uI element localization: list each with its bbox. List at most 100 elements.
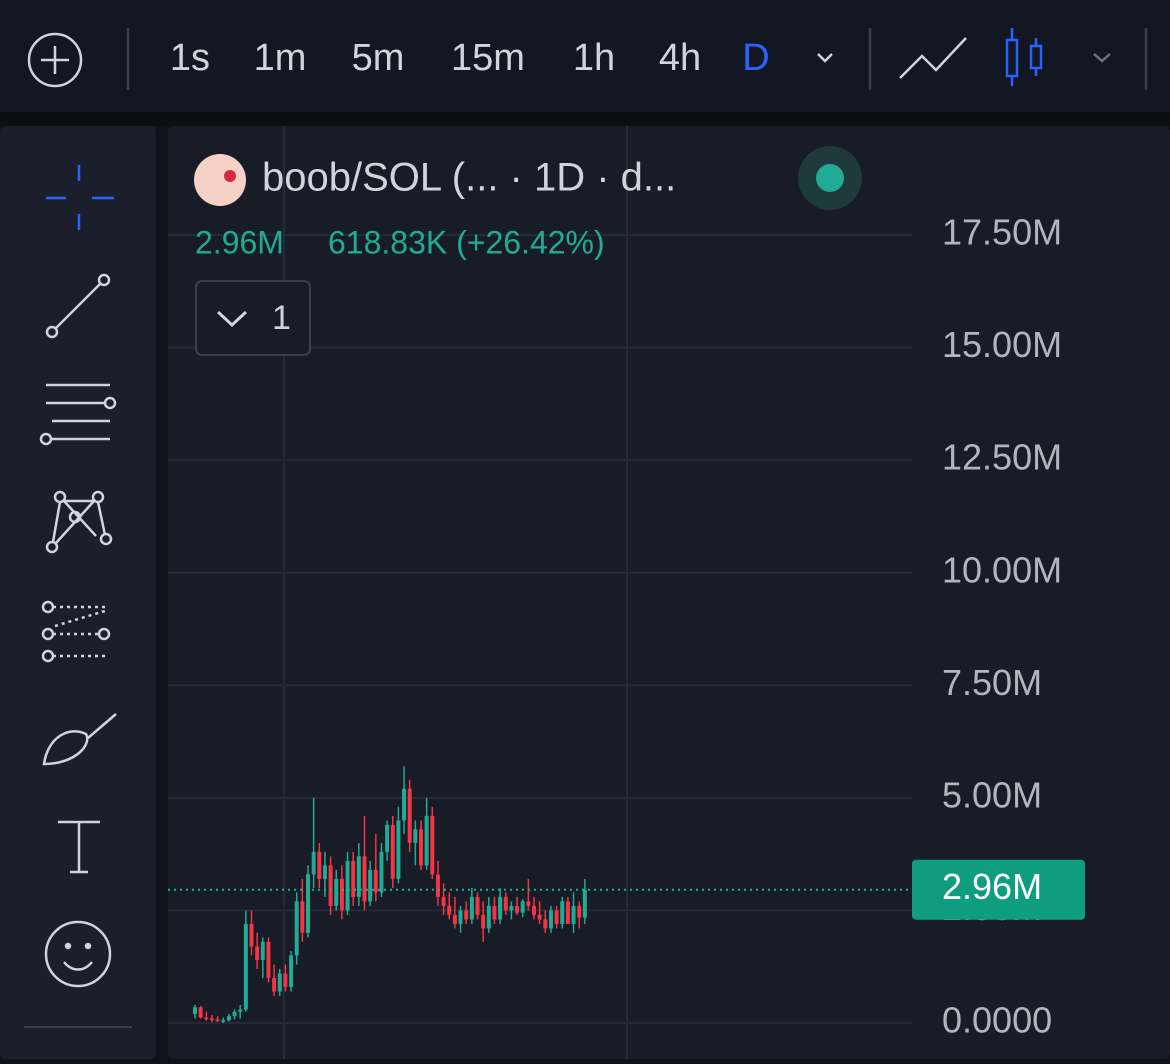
token-icon: [194, 154, 246, 206]
candle-body: [306, 874, 310, 933]
interval-button[interactable]: 1m: [254, 37, 307, 79]
candle-body: [475, 896, 480, 915]
candle-body: [407, 788, 412, 843]
candle-body: [328, 865, 333, 906]
candle-body: [289, 955, 294, 987]
candle-body: [198, 1007, 203, 1018]
chart-type-dropdown[interactable]: [1093, 53, 1111, 63]
chevron: [216, 310, 248, 328]
candle-body: [345, 860, 350, 911]
candle-body: [481, 914, 486, 929]
candle-body: [486, 905, 491, 929]
candle-body: [249, 923, 254, 947]
candle-body: [266, 941, 271, 978]
candle-body: [424, 815, 429, 866]
candle-body: [193, 1007, 197, 1014]
candle-body: [413, 829, 418, 843]
candle-body: [232, 1011, 237, 1017]
indicators-toggle[interactable]: [195, 280, 311, 356]
candle-body: [238, 1009, 243, 1012]
candle-body: [390, 824, 395, 879]
candle-body: [351, 860, 356, 897]
candle-body: [385, 824, 390, 852]
y-tick-label: 12.50M: [942, 437, 1062, 478]
candle-body: [272, 977, 277, 992]
candle-body: [537, 914, 542, 920]
last-price-label: 2.96M: [942, 866, 1042, 907]
last-price-tag: [912, 859, 1085, 920]
candle-body: [532, 905, 536, 915]
drawing-tools: [24, 165, 132, 1028]
candle-body: [255, 946, 260, 960]
candle-body: [543, 919, 548, 929]
candle-body: [458, 910, 463, 924]
candle-body: [419, 829, 423, 866]
candle-body: [215, 1019, 220, 1021]
candle-body: [515, 905, 520, 913]
line-chart-button[interactable]: [899, 37, 967, 79]
y-tick-label: 15.00M: [942, 324, 1062, 365]
interval-dropdown[interactable]: [817, 53, 833, 63]
candle-body: [441, 896, 446, 906]
candle-body: [356, 856, 361, 897]
interval-button[interactable]: 4h: [659, 37, 701, 79]
last-value: 2.96M: [195, 224, 284, 260]
text-tool[interactable]: [58, 820, 100, 874]
candle-body: [498, 896, 503, 920]
candle-body: [469, 896, 474, 920]
token-icon-mouth: [224, 170, 236, 182]
candle-body: [204, 1017, 209, 1020]
candle-body: [402, 788, 407, 821]
interval-button[interactable]: 15m: [451, 37, 525, 79]
candle-body: [243, 923, 248, 1010]
fib-tool[interactable]: [39, 383, 117, 446]
candle-body: [577, 905, 582, 918]
candle-body: [311, 851, 316, 875]
candle-body: [554, 910, 559, 924]
price-axis: 0.00002.50M5.00M7.50M10.00M12.50M15.00M1…: [942, 212, 1062, 1041]
candle-body: [317, 851, 322, 879]
candle-body: [435, 874, 440, 897]
y-tick-label: 17.50M: [942, 212, 1062, 253]
brush-tool[interactable]: [42, 713, 117, 766]
emoji-tool[interactable]: [44, 920, 112, 988]
candle-body: [520, 901, 525, 913]
crosshair-tool[interactable]: [46, 165, 114, 230]
candle-body: [322, 865, 327, 879]
candle-body: [294, 901, 299, 956]
market-status-dot: [816, 164, 844, 192]
y-tick-label: 5.00M: [942, 774, 1042, 815]
top-bar: [0, 0, 1170, 112]
interval-button[interactable]: 1h: [573, 37, 615, 79]
projection-tool[interactable]: [41, 600, 111, 663]
change-value: 618.83K (+26.42%): [328, 224, 605, 260]
candle-body: [571, 905, 576, 924]
indicators-count: 1: [272, 299, 291, 337]
symbol-title: boob/SOL (... · 1D · d...: [262, 156, 676, 200]
y-tick-label: 0.0000: [942, 999, 1052, 1040]
pattern-tool[interactable]: [45, 490, 113, 554]
interval-button[interactable]: D: [742, 37, 769, 79]
candle-body: [221, 1020, 226, 1022]
candle-body: [582, 889, 587, 918]
interval-button[interactable]: 5m: [352, 37, 405, 79]
top-icons: [27, 28, 1148, 90]
candle-body: [447, 905, 452, 915]
candles: [193, 766, 587, 1023]
trend-line-tool[interactable]: [45, 273, 111, 339]
candle-body: [548, 910, 553, 929]
candle-body: [379, 851, 384, 893]
candle-body: [430, 815, 435, 875]
candle-body: [373, 869, 378, 893]
candle-body: [452, 914, 457, 924]
candle-body: [339, 878, 344, 911]
add-button[interactable]: [27, 32, 83, 88]
candle-body: [560, 901, 565, 924]
interval-button[interactable]: 1s: [170, 37, 210, 79]
candle-body: [464, 910, 469, 920]
candle-body: [492, 905, 497, 920]
candle-chart-button[interactable]: [1005, 28, 1043, 86]
separator: [0, 112, 1170, 126]
